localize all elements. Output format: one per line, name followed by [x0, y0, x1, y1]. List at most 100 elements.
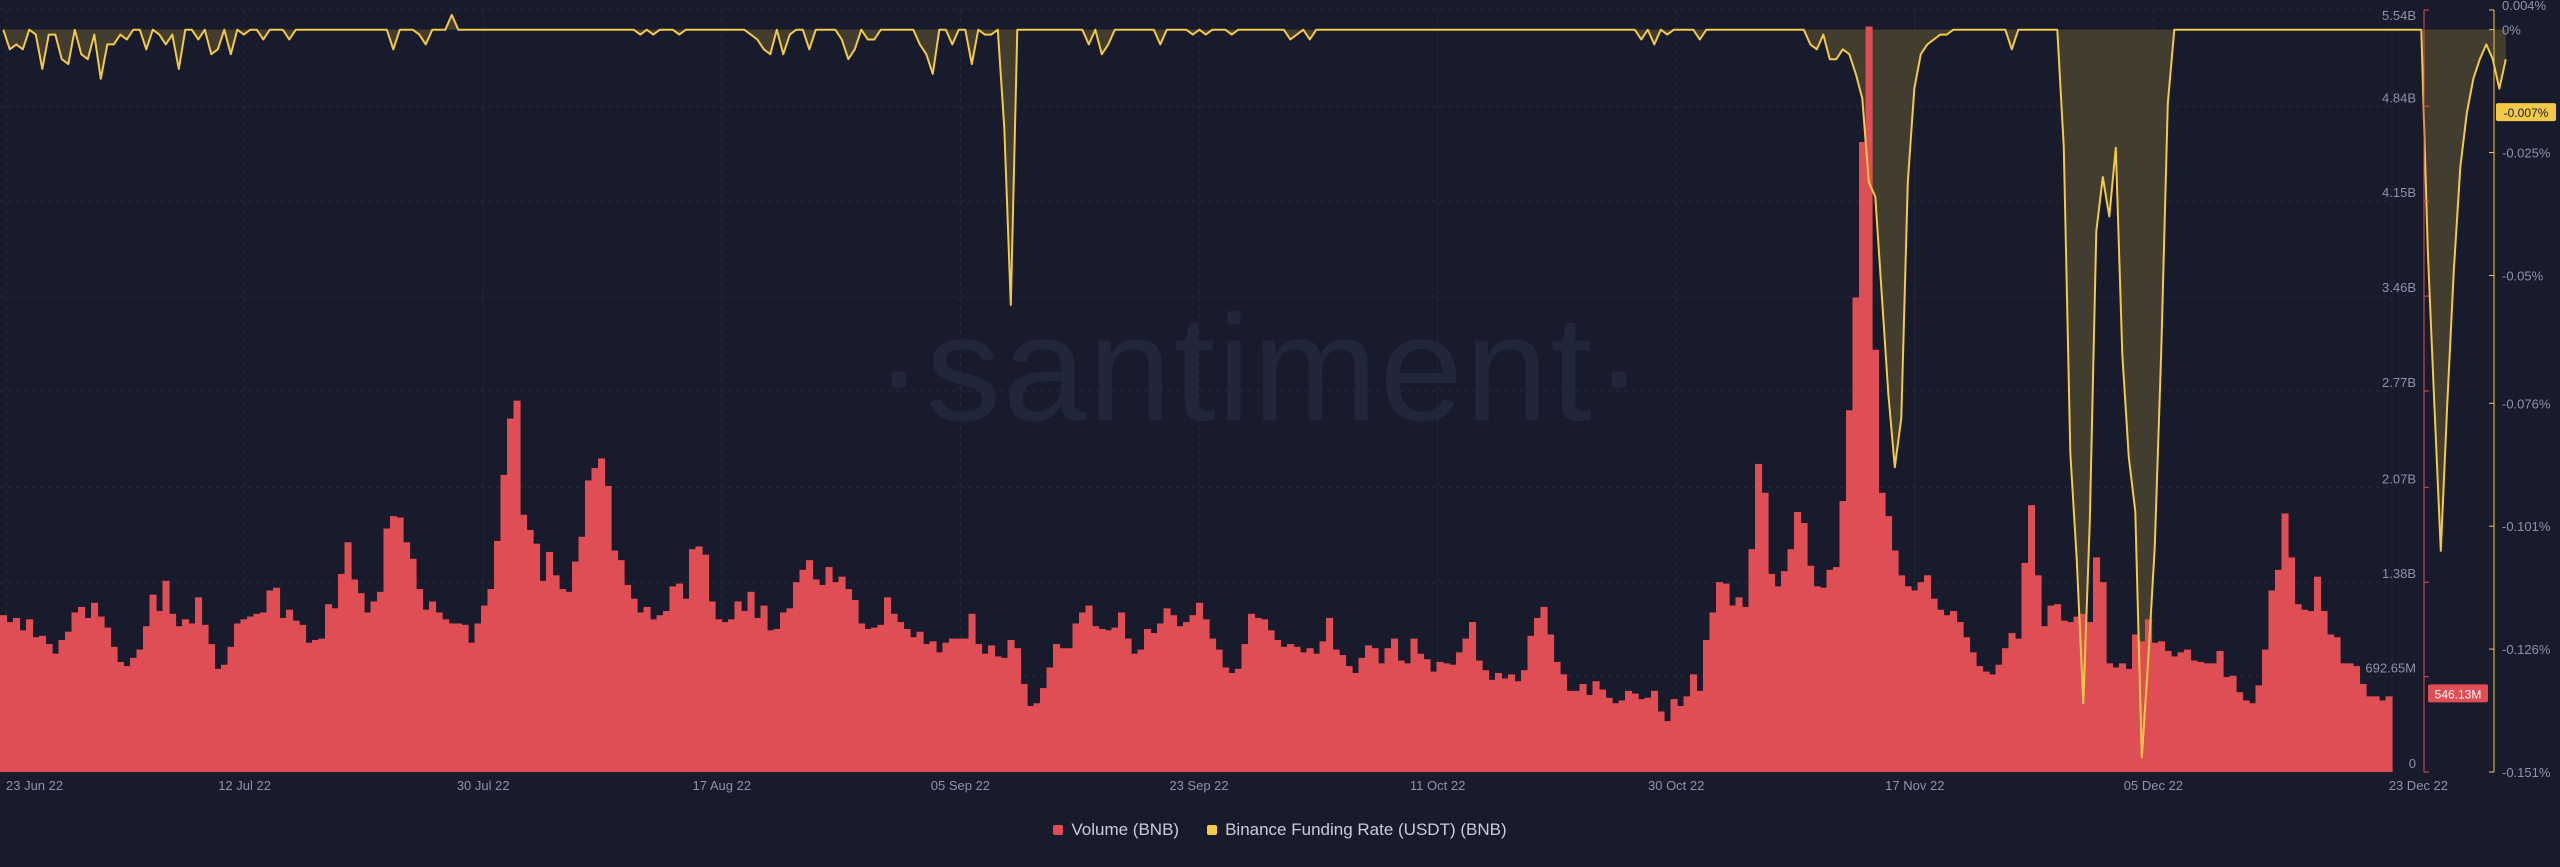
volume-bar	[390, 516, 398, 772]
volume-bar	[1189, 615, 1197, 772]
volume-bar	[2255, 685, 2263, 772]
volume-bar	[786, 608, 794, 772]
volume-bar	[0, 615, 8, 772]
volume-bar	[1995, 664, 2003, 772]
volume-bar	[1215, 649, 1223, 772]
volume-bar	[435, 612, 443, 772]
volume-bar	[2275, 569, 2283, 772]
volume-bar	[559, 589, 567, 772]
volume-bar	[2171, 656, 2179, 772]
volume-bar	[760, 605, 768, 772]
volume-bar	[929, 641, 937, 772]
volume-bar	[1033, 703, 1041, 772]
left-axis-tick-label: 692.65M	[2365, 661, 2416, 676]
volume-bar	[2229, 675, 2237, 772]
left-axis-tick-label: 5.54B	[2382, 8, 2416, 23]
volume-bar	[1625, 690, 1633, 772]
volume-bar	[1534, 617, 1542, 772]
volume-bar	[591, 468, 599, 772]
volume-bar	[1768, 573, 1776, 772]
volume-bar	[1670, 699, 1678, 772]
volume-bar	[1716, 582, 1724, 772]
volume-bar	[1417, 653, 1425, 772]
volume-bar	[2359, 683, 2367, 772]
volume-bar	[1781, 571, 1789, 772]
volume-bar	[923, 644, 931, 772]
volume-bar	[2008, 633, 2016, 772]
volume-bar	[1865, 26, 1873, 772]
left-axis-tick-label: 4.15B	[2382, 185, 2416, 200]
volume-bar	[721, 622, 729, 772]
volume-bar	[474, 623, 482, 772]
x-axis-tick-label: 30 Oct 22	[1648, 778, 1704, 793]
volume-bar	[240, 619, 248, 772]
volume-bar	[2093, 557, 2101, 772]
volume-bar	[806, 560, 814, 772]
volume-bar	[1254, 617, 1262, 772]
funding-rate-area-path	[3, 14, 2506, 758]
volume-bar	[2073, 616, 2081, 772]
volume-bar	[325, 604, 333, 772]
volume-bar	[526, 529, 534, 772]
volume-bar	[1872, 349, 1880, 772]
volume-bar	[1046, 667, 1054, 772]
volume-bar	[1456, 652, 1464, 772]
volume-bar	[637, 612, 645, 772]
volume-bar	[2281, 513, 2289, 772]
legend-label-volume: Volume (BNB)	[1071, 820, 1180, 839]
volume-bar	[2314, 576, 2322, 772]
volume-bar	[2340, 663, 2348, 772]
volume-bar	[1040, 688, 1048, 772]
volume-bar	[1742, 606, 1750, 772]
volume-bar	[2216, 650, 2224, 772]
volume-bar	[1612, 703, 1620, 772]
volume-bar	[2184, 649, 2192, 772]
volume-bar	[747, 591, 755, 772]
volume-bar	[949, 638, 957, 772]
volume-bar	[266, 590, 274, 772]
volume-bar	[1508, 674, 1516, 772]
volume-bar	[117, 661, 125, 772]
volume-bar	[52, 653, 60, 772]
legend-item-funding-rate[interactable]: Binance Funding Rate (USDT) (BNB)	[1207, 820, 1507, 840]
volume-bar	[689, 549, 697, 772]
volume-bar	[728, 619, 736, 772]
volume-bar	[1891, 550, 1899, 772]
volume-bar	[1976, 666, 1984, 772]
x-axis-tick-label: 30 Jul 22	[457, 778, 510, 793]
volume-bar	[2210, 663, 2218, 772]
volume-bar	[1020, 683, 1028, 772]
legend-swatch-funding-rate	[1207, 825, 1218, 835]
volume-bar	[39, 635, 47, 772]
volume-bar	[585, 480, 593, 772]
volume-bar	[2249, 703, 2257, 772]
volume-bar	[422, 609, 430, 772]
volume-bar	[318, 638, 326, 772]
volume-bar	[1521, 670, 1529, 772]
volume-bar	[1001, 657, 1009, 772]
volume-bar	[851, 600, 859, 772]
volume-bar	[1859, 142, 1867, 772]
watermark: ·santiment·	[874, 284, 1646, 452]
volume-bar	[143, 626, 151, 772]
volume-bar	[97, 616, 105, 772]
volume-bar	[1098, 628, 1106, 772]
volume-bar	[331, 608, 339, 772]
legend-item-volume[interactable]: Volume (BNB)	[1053, 820, 1179, 840]
volume-bar	[1482, 670, 1490, 772]
volume-bar	[767, 630, 775, 772]
volume-bar	[1657, 711, 1665, 772]
volume-bar	[136, 649, 144, 772]
volume-bar	[1423, 659, 1431, 772]
x-axis-tick-label: 23 Sep 22	[1169, 778, 1228, 793]
volume-bar	[1306, 648, 1314, 772]
volume-bar	[1943, 615, 1951, 772]
volume-bar	[45, 644, 53, 772]
volume-bar	[2151, 642, 2159, 772]
volume-bar	[416, 589, 424, 772]
volume-bar	[383, 528, 391, 772]
volume-bar	[1547, 634, 1555, 772]
volume-bar	[1300, 652, 1308, 772]
x-axis-tick-label: 23 Jun 22	[6, 778, 63, 793]
volume-bar	[1248, 613, 1256, 772]
